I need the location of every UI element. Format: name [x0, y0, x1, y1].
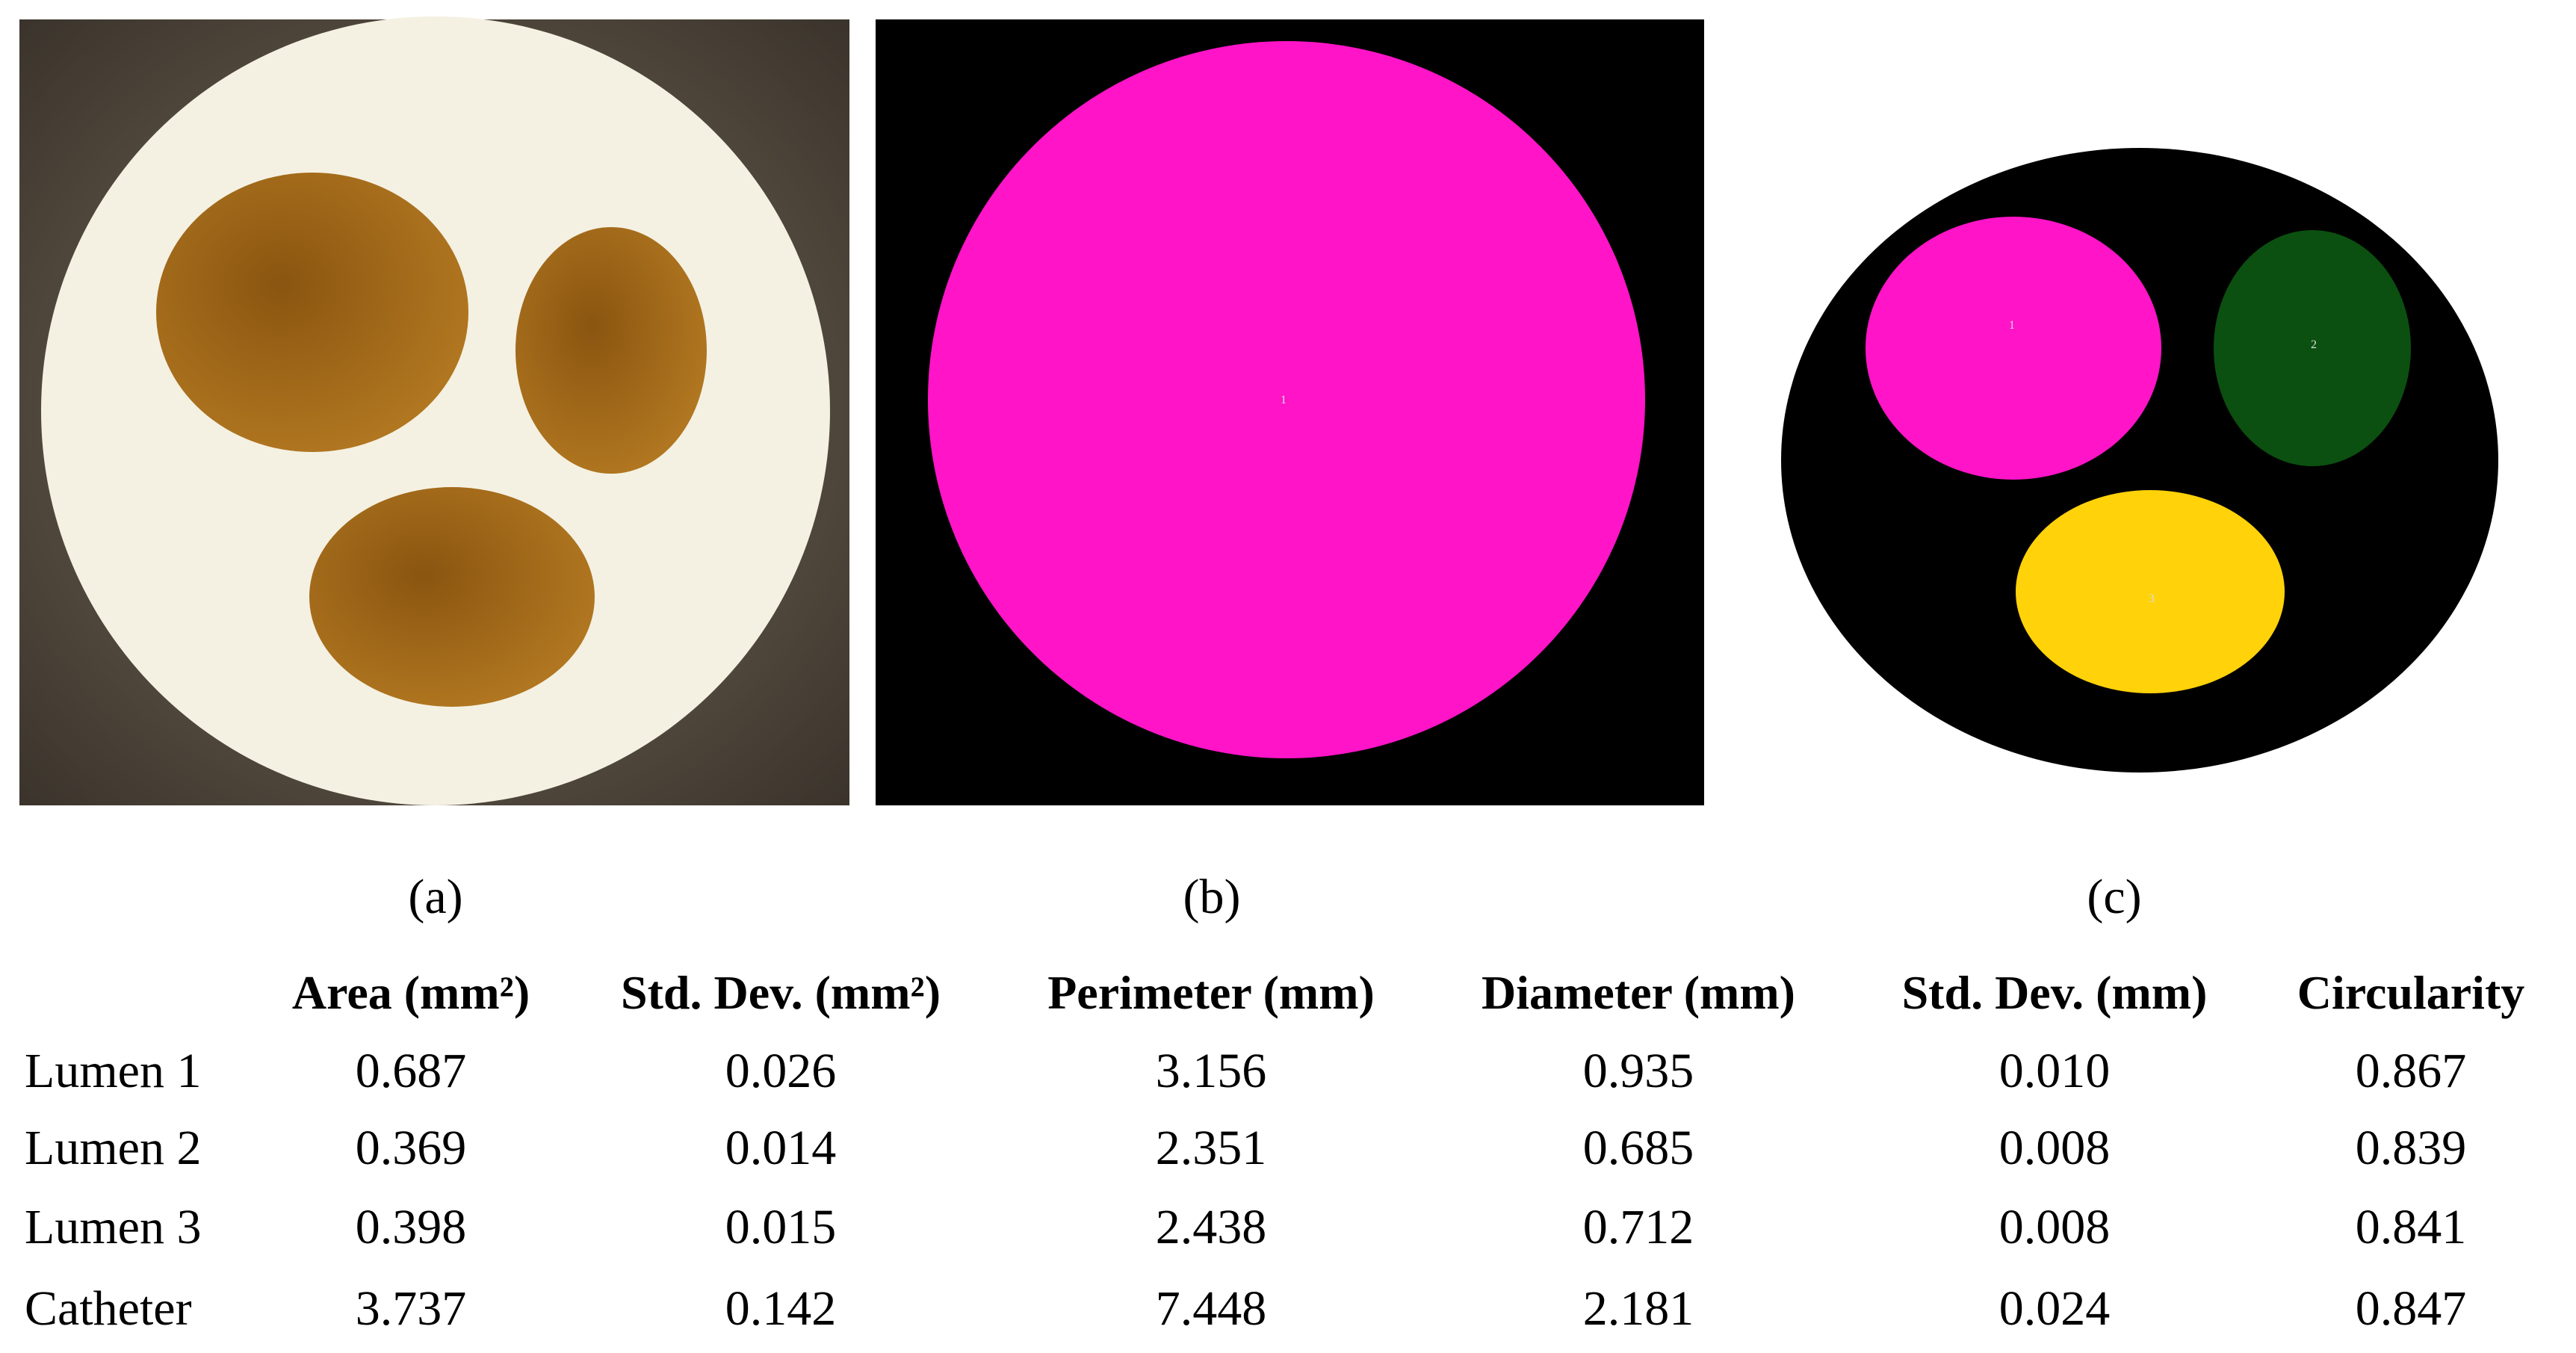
- table-header: Area (mm²): [292, 966, 530, 1019]
- table-header: Diameter (mm): [1481, 966, 1795, 1019]
- table-cell: 0.712: [1583, 1200, 1694, 1254]
- table-header: Std. Dev. (mm): [1902, 966, 2208, 1019]
- panel-b-image: [876, 19, 1704, 805]
- table-cell: 3.737: [356, 1281, 467, 1336]
- table-cell: 0.008: [1999, 1200, 2111, 1254]
- row-label: Lumen 1: [25, 1044, 201, 1098]
- table-cell: 0.847: [2356, 1281, 2467, 1336]
- table-cell: 0.026: [725, 1044, 837, 1098]
- table-cell: 0.014: [725, 1121, 837, 1175]
- table-cell: 2.351: [1156, 1121, 1267, 1175]
- segment-label: 1: [2009, 319, 2015, 332]
- table-cell: 0.398: [356, 1200, 467, 1254]
- panel-label: (c): [2087, 870, 2141, 924]
- panel-a-image: [19, 16, 849, 805]
- table-cell: 2.438: [1156, 1200, 1267, 1254]
- table-cell: 0.024: [1999, 1281, 2111, 1336]
- table-cell: 0.142: [725, 1281, 837, 1336]
- row-label: Lumen 3: [25, 1200, 201, 1254]
- table-cell: 7.448: [1156, 1281, 1267, 1336]
- segment-label: 2: [2311, 338, 2317, 351]
- table-cell: 0.935: [1583, 1044, 1694, 1098]
- segment-label: 1: [1281, 394, 1287, 406]
- panel-label: (a): [408, 870, 462, 924]
- row-label: Catheter: [25, 1281, 192, 1336]
- table-cell: 0.369: [356, 1121, 467, 1175]
- segment-label: 3: [2149, 592, 2155, 605]
- table-cell: 0.008: [1999, 1121, 2111, 1175]
- table-cell: 0.015: [725, 1200, 837, 1254]
- table-header: Perimeter (mm): [1047, 966, 1375, 1019]
- table-cell: 0.685: [1583, 1121, 1694, 1175]
- table-header: Std. Dev. (mm²): [621, 966, 941, 1019]
- panel-c-image: [1781, 148, 2498, 773]
- table-cell: 0.010: [1999, 1044, 2111, 1098]
- table-cell: 0.867: [2356, 1044, 2467, 1098]
- table-cell: 0.687: [356, 1044, 467, 1098]
- table-cell: 0.841: [2356, 1200, 2467, 1254]
- table-cell: 0.839: [2356, 1121, 2467, 1175]
- table-header: Circularity: [2297, 966, 2525, 1019]
- table-cell: 3.156: [1156, 1044, 1267, 1098]
- panel-label: (b): [1183, 870, 1241, 924]
- table-cell: 2.181: [1583, 1281, 1694, 1336]
- row-label: Lumen 2: [25, 1121, 201, 1175]
